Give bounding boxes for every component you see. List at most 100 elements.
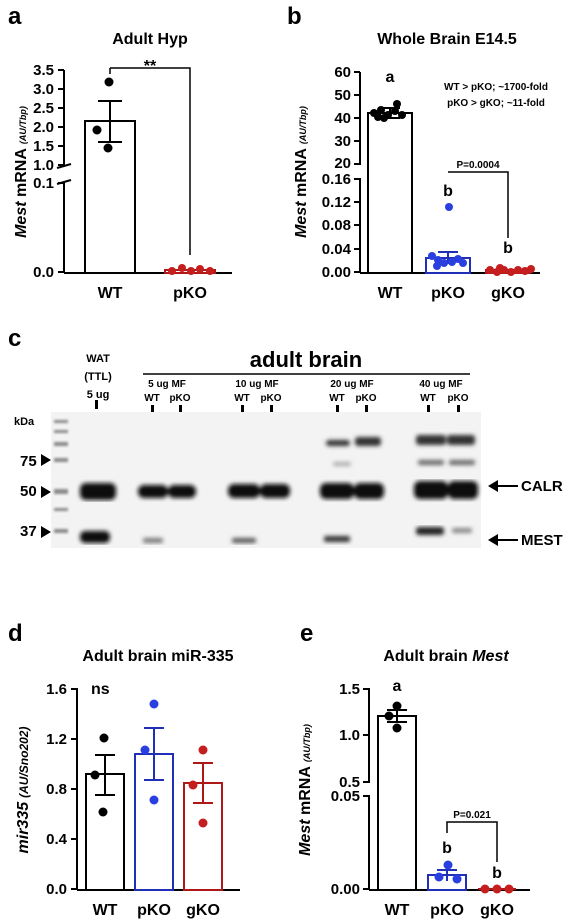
adult-brain-header: adult brain: [250, 347, 362, 372]
calr-arrow: [488, 480, 518, 492]
panel-b-letter: b: [287, 3, 302, 30]
data-point: [90, 770, 100, 780]
group-label: 5 ug MF: [148, 379, 186, 390]
lane-label: WT: [144, 393, 160, 404]
data-point: [392, 723, 402, 733]
panel-e-y-label: Mest mRNA(AU/Tbp): [297, 724, 314, 856]
tick-label: 60: [334, 64, 351, 81]
panel-d-title: Adult brain miR-335: [82, 648, 233, 665]
tick-label: 1.0: [33, 157, 54, 174]
x-label-pko: pKO: [173, 285, 207, 302]
x-label-wt: WT: [378, 285, 403, 302]
data-point: [440, 259, 448, 267]
letter-b: b: [503, 240, 513, 257]
marker-label: 37: [20, 523, 37, 540]
tick-label: 0.0: [33, 264, 54, 281]
bar-wt: [377, 715, 417, 891]
data-point: [496, 264, 504, 272]
x-label-gko: gKO: [186, 902, 220, 919]
bar-wt: [84, 120, 136, 274]
data-point: [377, 106, 385, 114]
panel-a-title: Adult Hyp: [112, 31, 188, 48]
panel-e-y-axis: 1.5 1.0 0.5 0.05 0.00: [331, 681, 370, 898]
panel-e-letter: e: [300, 620, 313, 647]
panel-b-title: Whole Brain E14.5: [377, 31, 517, 48]
calr-label: CALR: [521, 478, 563, 495]
data-point: [99, 733, 109, 743]
x-label-gko: gKO: [491, 285, 525, 302]
letter-b: b: [443, 183, 453, 200]
data-point: [380, 114, 388, 122]
tick-label: 0.16: [322, 171, 351, 188]
data-point: [196, 265, 204, 273]
data-point: [445, 203, 453, 211]
tick-label: 40: [334, 110, 351, 127]
data-point: [374, 113, 382, 121]
x-label-pko: pKO: [431, 285, 465, 302]
letter-b: b: [442, 840, 452, 857]
data-point: [188, 780, 198, 790]
data-point: [507, 268, 515, 276]
tick-label: 1.6: [46, 681, 67, 698]
data-point: [384, 711, 394, 721]
tick-label: 0.00: [322, 264, 351, 281]
lane-label: pKO: [447, 393, 468, 404]
tick-label: 1.0: [339, 727, 360, 744]
panel-d-y-axis: 1.6 1.2 0.8 0.4 0.0: [46, 681, 78, 898]
marker-arrow: [41, 454, 51, 466]
data-point: [149, 699, 159, 709]
panel-a: a Adult Hyp 3.5 3.0 2.5 2.0 1.5 1.0 0.1 …: [8, 3, 232, 302]
data-point: [486, 266, 494, 274]
errorbar-wt: [98, 100, 122, 143]
tick-label: 0.1: [33, 175, 54, 192]
panel-b-y-label: Mest mRNA(AU/Tbp): [293, 106, 310, 238]
tick-label: 0.00: [331, 881, 360, 898]
tick-label: 2.0: [33, 119, 54, 136]
data-point: [168, 267, 176, 275]
wat-label: WAT: [86, 353, 110, 365]
data-point: [392, 701, 402, 711]
panel-a-y-label: Mest mRNA(AU/Tbp): [13, 106, 30, 238]
data-point: [434, 872, 444, 882]
data-point: [443, 860, 453, 870]
significance-bracket: [109, 67, 191, 255]
panel-b-y-axis: 60 50 40 30 20 0.16 0.12 0.08 0.04 0.00: [322, 64, 361, 281]
fold-note-1: WT > pKO; ~1700-fold: [444, 82, 548, 93]
letter-a: a: [386, 69, 395, 86]
tick-label: 0.0: [46, 881, 67, 898]
data-point: [140, 745, 150, 755]
data-point: [434, 256, 442, 264]
marker-label: 50: [20, 483, 37, 500]
panel-a-letter: a: [8, 3, 22, 30]
data-point: [514, 266, 522, 274]
group-label: 10 ug MF: [235, 379, 278, 390]
blot-membrane: [51, 412, 481, 548]
panel-c: c WAT (TTL) 5 ug adult brain 5 ug MF 10 …: [8, 325, 563, 549]
p-value: P=0.021: [453, 810, 491, 821]
tick-label: 50: [334, 87, 351, 104]
mest-label: MEST: [521, 532, 563, 549]
upper-bands: [326, 435, 475, 466]
data-point: [198, 745, 208, 755]
panel-e-title: Adult brain Mest: [383, 648, 509, 665]
letter-b: b: [492, 865, 502, 882]
panel-d: d Adult brain miR-335 1.6 1.2 0.8 0.4 0.…: [8, 620, 240, 919]
panel-a-y-axis: 3.5 3.0 2.5 2.0 1.5 1.0 0.1 0.0: [33, 62, 72, 281]
lane-label: pKO: [260, 393, 281, 404]
data-point: [98, 807, 108, 817]
tick-label: 0.08: [322, 217, 351, 234]
tick-label: 1.5: [339, 681, 360, 698]
tick-label: 0.05: [331, 788, 360, 805]
marker-arrow: [41, 486, 51, 498]
data-point: [459, 259, 467, 267]
tick-label: 20: [334, 155, 351, 172]
data-point: [103, 143, 113, 153]
tick-label: 1.5: [33, 138, 54, 155]
x-label-wt: WT: [98, 285, 123, 302]
ladder-lane: [54, 420, 68, 533]
lane-label: pKO: [355, 393, 376, 404]
tick-label: 2.5: [33, 100, 54, 117]
data-point: [178, 264, 186, 272]
data-point: [104, 77, 114, 87]
bar-wt: [367, 112, 413, 274]
